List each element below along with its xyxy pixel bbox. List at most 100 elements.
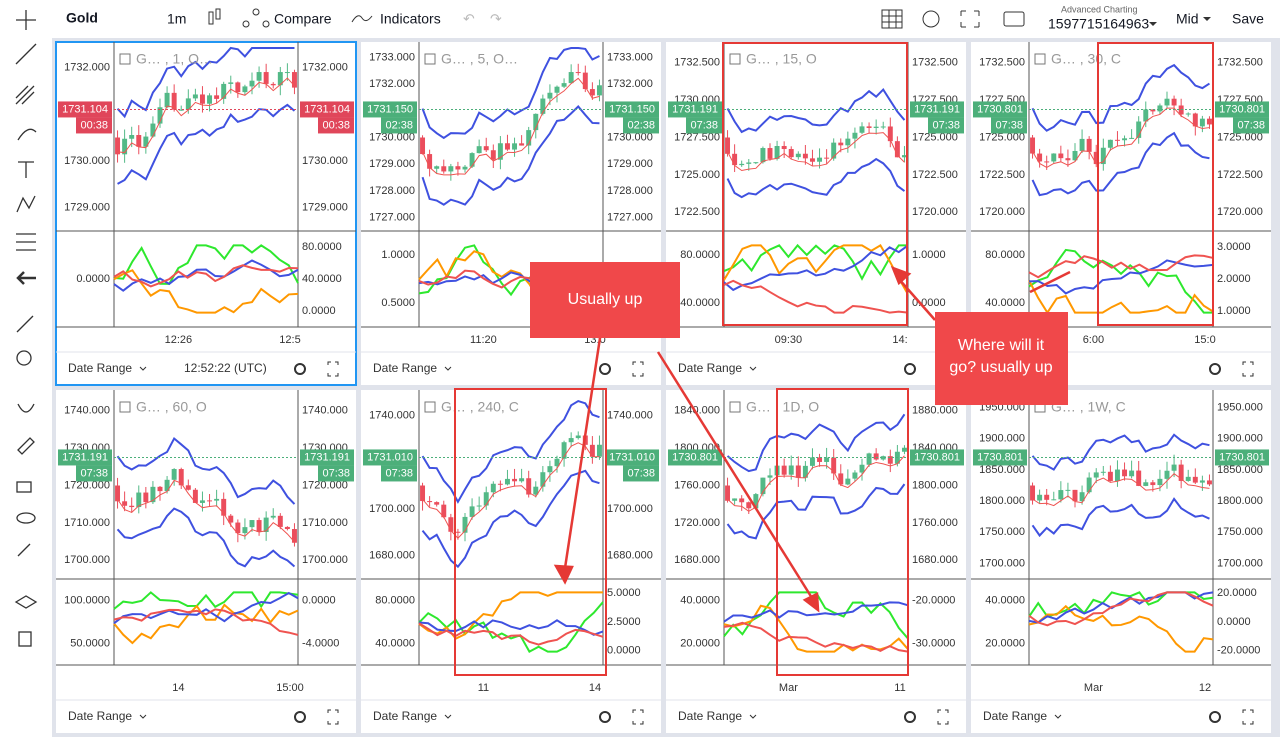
candle bbox=[1114, 469, 1120, 481]
date-range[interactable]: Date Range bbox=[983, 709, 1047, 723]
tool-icons[interactable] bbox=[14, 10, 38, 647]
settings-icon[interactable] bbox=[294, 711, 306, 723]
price-type[interactable]: Mid bbox=[1176, 11, 1199, 27]
candle bbox=[277, 515, 283, 527]
candle bbox=[221, 498, 227, 516]
tick-label: 40.0000 bbox=[680, 594, 720, 606]
date-range[interactable]: Date Range bbox=[678, 709, 742, 723]
redo[interactable]: ↷ bbox=[490, 11, 502, 27]
interval[interactable]: 1m bbox=[167, 11, 186, 27]
save[interactable]: Save bbox=[1232, 11, 1264, 27]
indicator-line bbox=[113, 608, 299, 636]
screenshot-icon[interactable] bbox=[1003, 11, 1025, 27]
date-range[interactable]: Date Range bbox=[373, 709, 437, 723]
fullscreen-icon[interactable] bbox=[632, 361, 644, 377]
price-tag bbox=[668, 449, 722, 466]
indicator-line bbox=[422, 442, 600, 539]
panel-bg bbox=[56, 390, 356, 733]
tick-label: 1732.500 bbox=[674, 57, 720, 69]
indicator-line bbox=[723, 279, 909, 314]
legend-toggle[interactable] bbox=[424, 53, 436, 65]
date-range[interactable]: Date Range bbox=[68, 361, 132, 375]
legend-toggle[interactable] bbox=[119, 401, 131, 413]
candle bbox=[441, 504, 447, 518]
price-tag bbox=[1215, 101, 1269, 118]
fullscreen-icon[interactable] bbox=[1242, 361, 1254, 377]
date-range[interactable]: Date Range bbox=[373, 361, 437, 375]
candle bbox=[887, 126, 893, 142]
tick-label: 40.0000 bbox=[375, 637, 415, 649]
price-tag bbox=[58, 449, 112, 466]
undo[interactable]: ↶ bbox=[463, 11, 475, 27]
legend-toggle[interactable] bbox=[424, 401, 436, 413]
settings-icon[interactable] bbox=[1209, 711, 1221, 723]
dropdown[interactable] bbox=[1203, 17, 1211, 21]
dropdown bbox=[444, 714, 452, 719]
indicator-line bbox=[418, 619, 604, 636]
dropdown[interactable] bbox=[1149, 22, 1157, 26]
candle-icon[interactable] bbox=[208, 8, 221, 25]
fullscreen-icon[interactable] bbox=[632, 709, 644, 725]
account[interactable]: 1597715164963 bbox=[1048, 16, 1149, 32]
candle bbox=[873, 126, 879, 128]
settings-icon[interactable] bbox=[1209, 363, 1221, 375]
candle bbox=[589, 89, 595, 96]
time-label: 14 bbox=[172, 682, 184, 694]
candle bbox=[1093, 472, 1099, 478]
date-range[interactable]: Date Range bbox=[68, 709, 132, 723]
candle bbox=[178, 469, 184, 486]
indicator-line bbox=[1031, 433, 1210, 471]
candle bbox=[434, 502, 440, 505]
settings-icon[interactable] bbox=[904, 711, 916, 723]
legend: G… , 30, C bbox=[1051, 51, 1121, 67]
date-range[interactable]: Date Range bbox=[678, 361, 742, 375]
tick-label: 0.0000 bbox=[76, 273, 110, 285]
legend-toggle[interactable] bbox=[119, 53, 131, 65]
fullscreen-icon[interactable] bbox=[327, 709, 339, 725]
tick-label: 1680.000 bbox=[369, 550, 415, 562]
candle bbox=[1171, 464, 1177, 471]
settings-icon[interactable] bbox=[922, 10, 940, 28]
price-tag-label: 1731.104 bbox=[62, 103, 108, 115]
indicators-icon[interactable] bbox=[351, 15, 373, 23]
time-label: Mar bbox=[1084, 682, 1103, 694]
candle bbox=[207, 95, 213, 104]
settings-icon[interactable] bbox=[599, 363, 611, 375]
candle bbox=[157, 107, 163, 124]
legend-toggle[interactable] bbox=[1034, 53, 1046, 65]
tick-label: 0.0000 bbox=[912, 297, 946, 309]
candle bbox=[519, 478, 525, 482]
settings-icon[interactable] bbox=[294, 363, 306, 375]
settings-icon[interactable] bbox=[904, 363, 916, 375]
candle bbox=[1093, 151, 1099, 165]
price-tag bbox=[910, 449, 964, 466]
fullscreen-icon[interactable] bbox=[1242, 709, 1254, 725]
time-label: 15:0 bbox=[1194, 334, 1215, 346]
tick-label: 1700.000 bbox=[1217, 557, 1263, 569]
settings-icon[interactable] bbox=[599, 711, 611, 723]
legend: G… , 5, O… bbox=[441, 51, 518, 67]
candle bbox=[554, 86, 560, 93]
candle bbox=[1065, 158, 1071, 161]
price-tag-time: 07:38 bbox=[932, 119, 960, 131]
fullscreen-icon[interactable] bbox=[937, 709, 949, 725]
compare-icon[interactable] bbox=[242, 8, 270, 28]
layout-icon[interactable] bbox=[881, 9, 903, 29]
tick-label: 80.0000 bbox=[985, 249, 1025, 261]
candle bbox=[1100, 471, 1106, 473]
candle bbox=[1150, 109, 1156, 112]
tick-label: 1725.000 bbox=[912, 131, 958, 143]
time-label: 14: bbox=[892, 334, 907, 346]
compare[interactable]: Compare bbox=[274, 11, 332, 27]
tick-label: 1732.500 bbox=[1217, 57, 1263, 69]
fullscreen-icon[interactable] bbox=[960, 10, 980, 28]
indicator-line bbox=[726, 157, 906, 199]
tick-label: 1725.000 bbox=[979, 131, 1025, 143]
indicators[interactable]: Indicators bbox=[380, 11, 441, 27]
legend-toggle[interactable] bbox=[729, 401, 741, 413]
price-tag-label: 1730.801 bbox=[1219, 451, 1265, 463]
fullscreen-icon[interactable] bbox=[327, 361, 339, 377]
candle bbox=[788, 149, 794, 158]
legend-toggle[interactable] bbox=[729, 53, 741, 65]
symbol[interactable]: Gold bbox=[66, 10, 98, 26]
